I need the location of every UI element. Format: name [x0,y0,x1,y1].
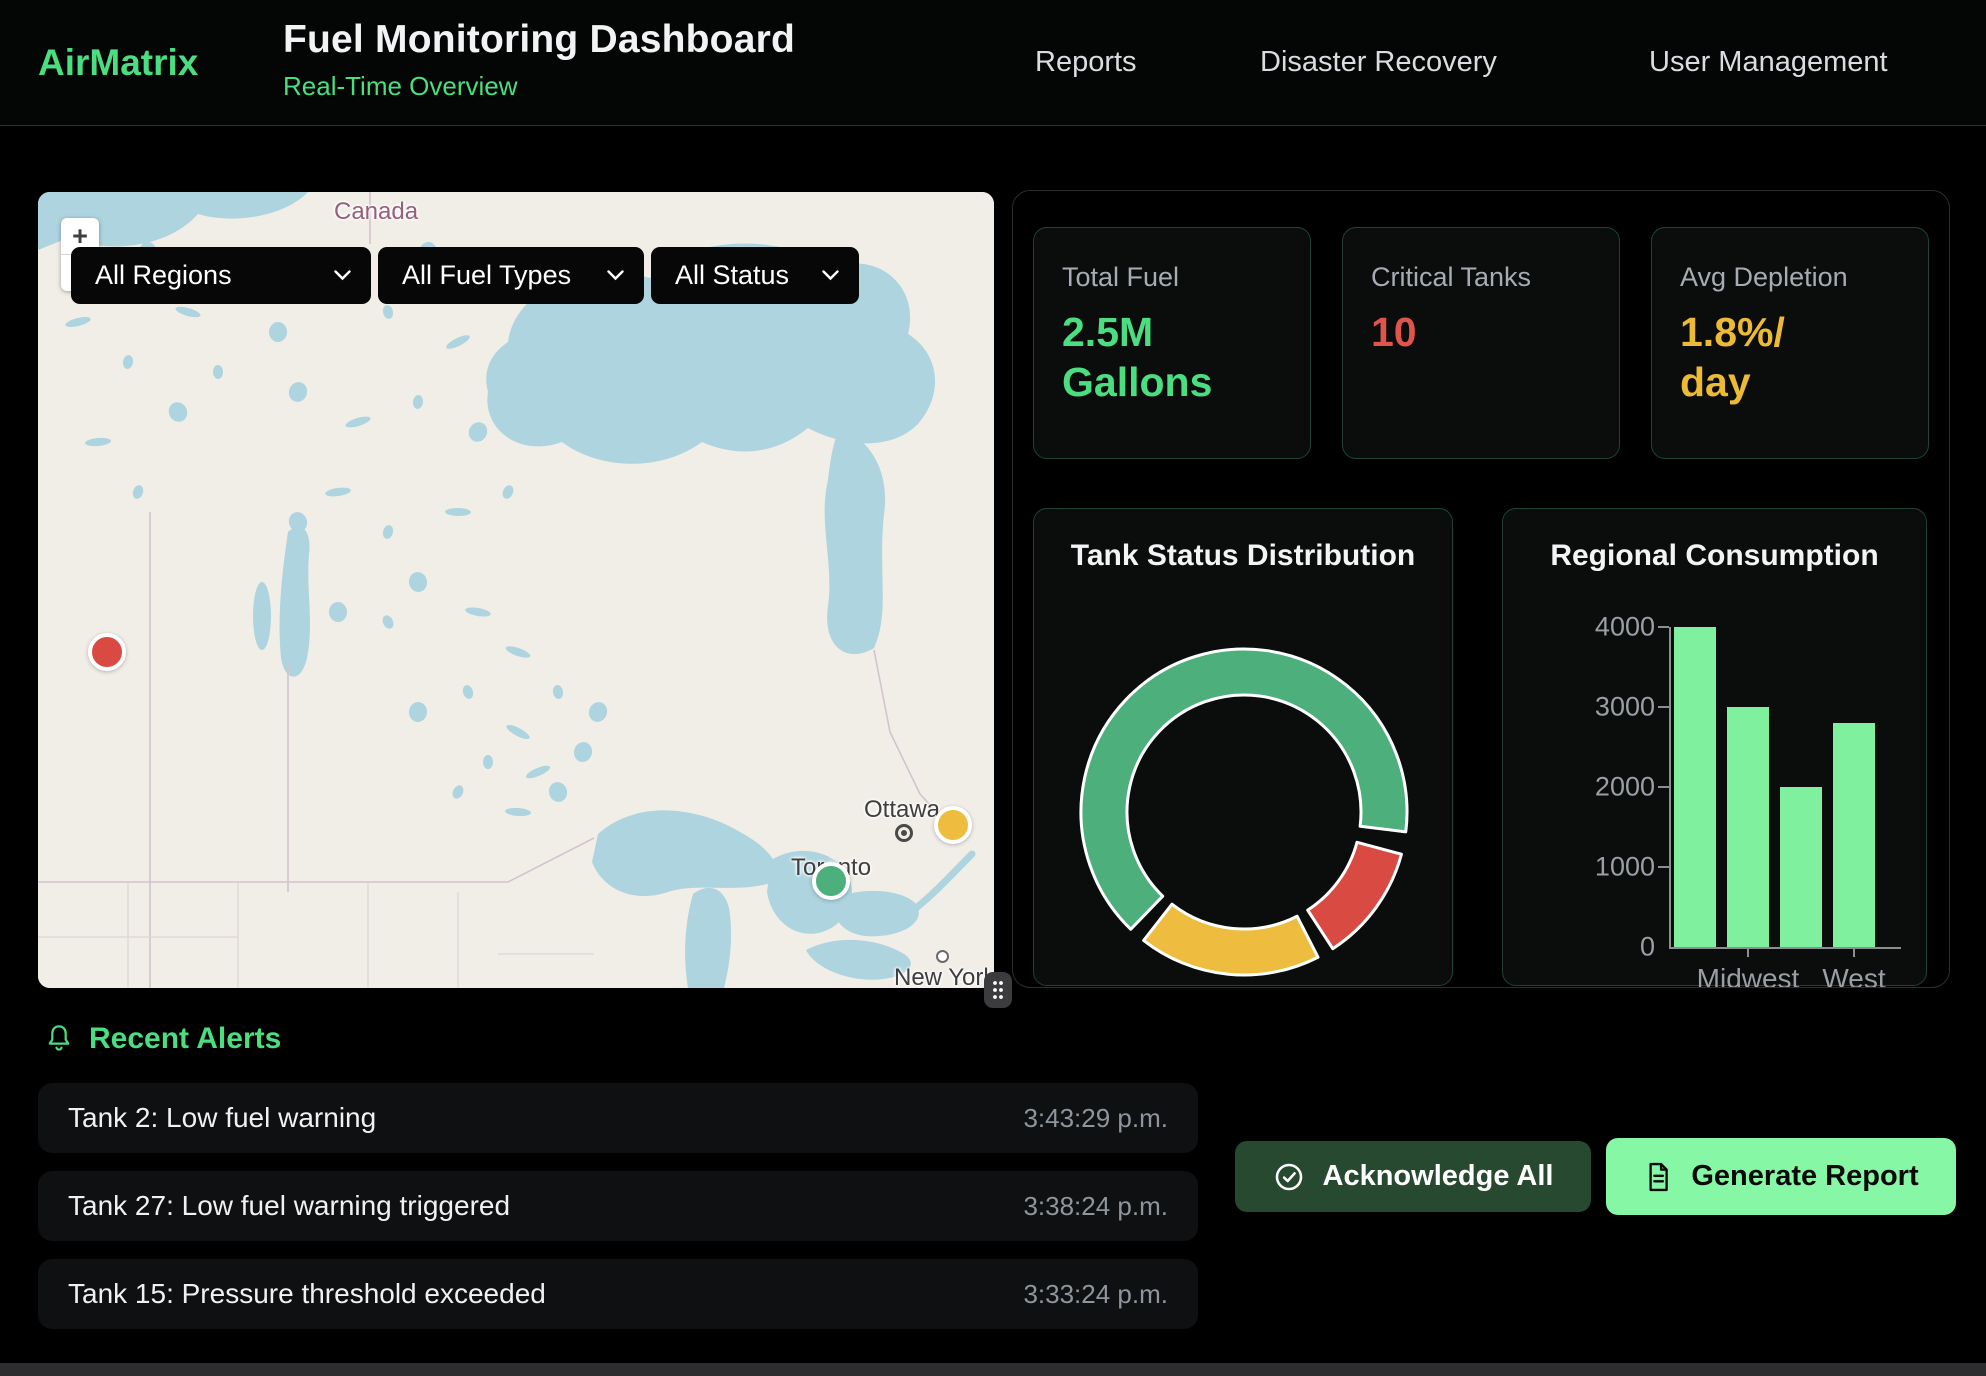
y-axis-tick: 4000 [1595,612,1655,643]
kpi-label: Critical Tanks [1371,262,1591,293]
alert-message: Tank 2: Low fuel warning [68,1102,376,1134]
bar-midwest [1727,707,1769,947]
kpi-value: 2.5M Gallons [1062,307,1282,407]
y-axis-tick: 2000 [1595,772,1655,803]
bar-series [1674,627,1901,947]
check-circle-icon [1273,1161,1305,1193]
y-axis-tick: 1000 [1595,852,1655,883]
generate-report-button[interactable]: Generate Report [1606,1138,1956,1215]
alerts-title: Recent Alerts [89,1022,281,1056]
town-marker-icon [936,950,949,963]
x-tick-mark [1853,947,1855,957]
kpi-label: Total Fuel [1062,262,1282,293]
brand-logo: AirMatrix [38,42,198,84]
acknowledge-all-label: Acknowledge All [1323,1160,1554,1193]
donut-chart [1034,509,1454,985]
stats-panel: Total Fuel 2.5M Gallons Critical Tanks 1… [1012,190,1950,988]
chevron-down-icon [822,270,839,281]
nav-item-user-management[interactable]: User Management [1649,46,1888,79]
drag-dots-icon [991,979,1005,1001]
nav-item-disaster-recovery[interactable]: Disaster Recovery [1260,46,1497,79]
horizontal-scrollbar[interactable] [0,1363,1986,1376]
x-axis-label-midwest: Midwest [1697,963,1800,988]
fuel-type-filter-value: All Fuel Types [402,260,571,291]
y-tick-mark [1658,626,1669,628]
bar-region-1 [1674,627,1716,947]
kpi-row: Total Fuel 2.5M Gallons Critical Tanks 1… [1033,227,1929,459]
header: AirMatrix Fuel Monitoring Dashboard Real… [0,0,1986,126]
x-tick-mark [1747,947,1749,957]
kpi-value: 1.8%/ day [1680,307,1830,407]
tank-status-chart-card: Tank Status Distribution [1033,508,1453,986]
alerts-header: Recent Alerts [45,1022,281,1056]
y-axis-tick: 0 [1640,932,1655,963]
title-block: Fuel Monitoring Dashboard Real-Time Over… [283,18,795,102]
status-filter-value: All Status [675,260,789,291]
status-filter-dropdown[interactable]: All Status [651,247,859,304]
chevron-down-icon [607,270,624,281]
donut-segment-critical [1308,842,1402,948]
alert-message: Tank 27: Low fuel warning triggered [68,1190,510,1222]
bell-icon [45,1024,73,1054]
donut-segment-warning [1144,904,1318,975]
map-label-canada: Canada [334,198,418,226]
bar-region-3 [1780,787,1822,947]
x-axis-label-west: West [1822,963,1885,988]
kpi-card-critical-tanks: Critical Tanks 10 [1342,227,1620,459]
chevron-down-icon [334,270,351,281]
y-tick-mark [1658,706,1669,708]
alert-message: Tank 15: Pressure threshold exceeded [68,1278,546,1310]
alert-row: Tank 27: Low fuel warning triggered 3:38… [38,1171,1198,1241]
chart-title: Regional Consumption [1503,539,1926,573]
map-label-ottawa: Ottawa [864,796,940,824]
generate-report-label: Generate Report [1691,1160,1918,1193]
file-text-icon [1643,1161,1673,1193]
bar-chart-plot: 4000 3000 2000 1000 0 Midwest West [1669,627,1901,949]
kpi-card-avg-depletion: Avg Depletion 1.8%/ day [1651,227,1929,459]
y-tick-mark [1658,866,1669,868]
map-canvas[interactable]: Canada Ottawa Toronto New York + − All R… [38,192,994,988]
kpi-label: Avg Depletion [1680,262,1900,293]
map-marker-critical[interactable] [88,633,126,671]
regional-consumption-chart-card: Regional Consumption 4000 3000 2000 1000… [1502,508,1927,986]
map-marker-normal[interactable] [812,862,850,900]
alert-timestamp: 3:43:29 p.m. [1023,1103,1168,1134]
y-axis-tick: 3000 [1595,692,1655,723]
acknowledge-all-button[interactable]: Acknowledge All [1235,1141,1591,1212]
kpi-value: 10 [1371,307,1591,357]
page-title: Fuel Monitoring Dashboard [283,18,795,62]
fuel-type-filter-dropdown[interactable]: All Fuel Types [378,247,644,304]
kpi-card-total-fuel: Total Fuel 2.5M Gallons [1033,227,1311,459]
nav-item-reports[interactable]: Reports [1035,46,1137,79]
map-label-new-york: New York [894,964,994,988]
page-subtitle: Real-Time Overview [283,71,795,102]
capital-marker-icon [895,824,913,842]
y-tick-mark [1658,786,1669,788]
resize-handle[interactable] [984,972,1012,1008]
fuel-monitoring-dashboard: AirMatrix Fuel Monitoring Dashboard Real… [0,0,1986,1376]
bar-west [1833,723,1875,947]
region-filter-value: All Regions [95,260,232,291]
map-marker-warning[interactable] [934,806,972,844]
alert-timestamp: 3:33:24 p.m. [1023,1279,1168,1310]
alert-row: Tank 2: Low fuel warning 3:43:29 p.m. [38,1083,1198,1153]
alert-row: Tank 15: Pressure threshold exceeded 3:3… [38,1259,1198,1329]
region-filter-dropdown[interactable]: All Regions [71,247,371,304]
map-filter-bar: All Regions All Fuel Types All Status [71,247,859,304]
alert-timestamp: 3:38:24 p.m. [1023,1191,1168,1222]
